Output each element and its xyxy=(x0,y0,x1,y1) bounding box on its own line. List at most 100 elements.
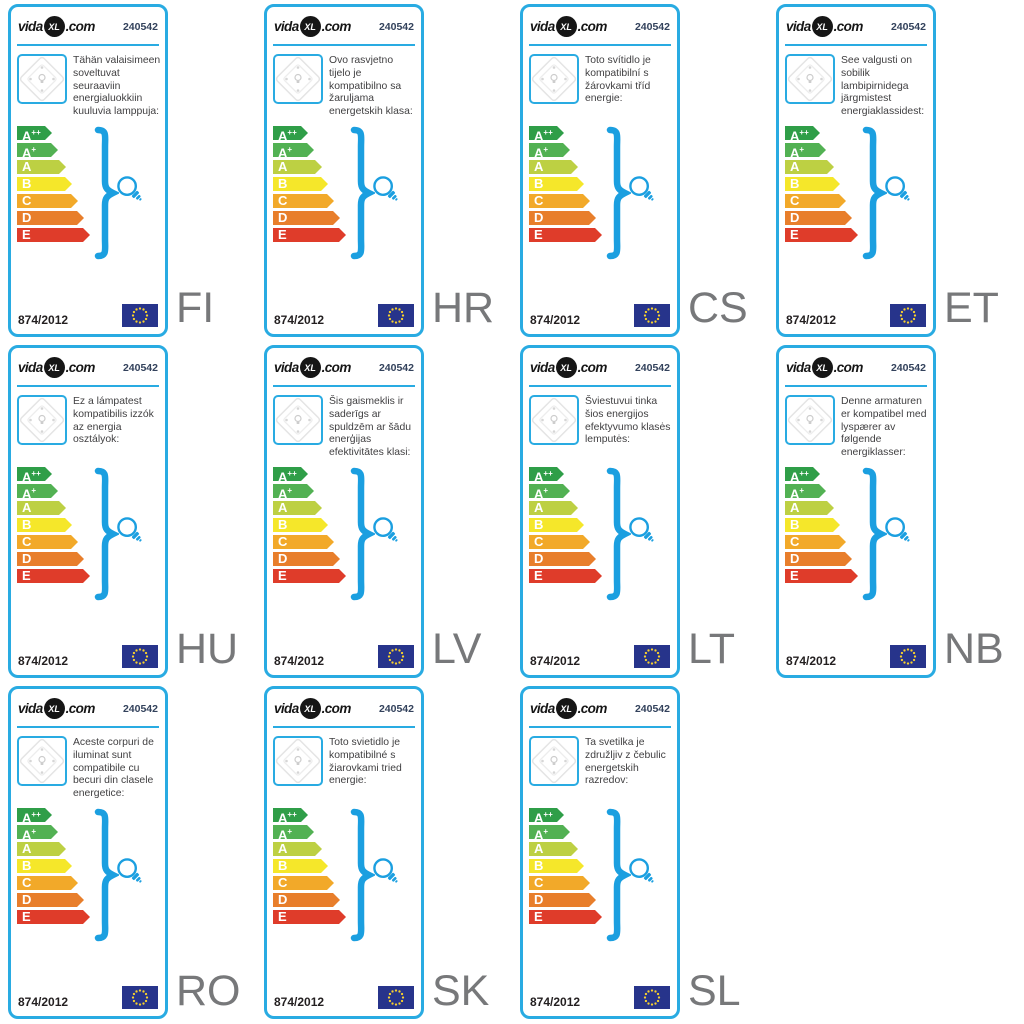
energy-class-plus: ++ xyxy=(287,810,297,819)
label-cell: vida XL .com 240542 xyxy=(256,341,512,682)
energy-arrows: A++ A+ A B C D E xyxy=(785,467,933,601)
compatibility-description: Ovo rasvjetno tijelo je kompatibilno sa … xyxy=(329,55,413,118)
energy-class-arrow-c: C xyxy=(785,535,846,549)
brand-monogram-circle-icon: XL xyxy=(299,16,321,37)
energy-class-arrow-c: C xyxy=(529,194,590,208)
brand-monogram-circle-icon: XL xyxy=(299,698,321,719)
card-footer: 874/2012 xyxy=(779,304,933,334)
energy-class-letter: E xyxy=(22,909,31,924)
energy-class-arrow-b: B xyxy=(17,518,72,532)
energy-class-plus: ++ xyxy=(543,128,553,137)
brand-monogram-circle-icon: XL xyxy=(555,357,577,378)
header-divider xyxy=(17,385,159,387)
brand-monogram-circle-icon: XL xyxy=(811,357,833,378)
product-number: 240542 xyxy=(890,20,926,33)
vidaxl-logo: vida XL .com xyxy=(786,16,863,37)
compatibility-description: Toto svietidlo je kompatibilné s žiarovk… xyxy=(329,737,402,787)
eu-flag-icon xyxy=(378,986,414,1009)
spacer xyxy=(523,942,677,986)
energy-class-letter: D xyxy=(22,892,32,907)
lamp-pictogram-icon xyxy=(529,54,579,104)
card-header: vida XL .com 240542 xyxy=(523,689,677,726)
energy-label-card: vida XL .com 240542 xyxy=(264,345,424,678)
header-divider xyxy=(273,385,415,387)
header-divider xyxy=(273,44,415,46)
energy-class-arrow-app: A++ xyxy=(17,467,52,481)
product-number: 240542 xyxy=(634,20,670,33)
lamp-pictogram-icon xyxy=(785,54,835,104)
energy-class-letter: A xyxy=(278,827,288,843)
bulb-icon xyxy=(373,517,398,542)
logo-suffix-text: .com xyxy=(833,360,864,375)
vidaxl-logo: vida XL .com xyxy=(274,16,351,37)
energy-class-arrow-a: A xyxy=(529,842,578,856)
label-cell: vida XL .com 240542 xyxy=(0,0,256,341)
product-number: 240542 xyxy=(890,361,926,374)
card-header: vida XL .com 240542 xyxy=(523,7,677,44)
brace-glyph xyxy=(94,126,119,260)
regulation-number: 874/2012 xyxy=(786,313,837,327)
bulb-icon xyxy=(629,517,654,542)
logo-suffix-text: .com xyxy=(65,360,96,375)
energy-class-arrow-app: A++ xyxy=(529,808,564,822)
product-number: 240542 xyxy=(122,20,158,33)
card-header: vida XL .com 240542 xyxy=(779,348,933,385)
bulb-icon xyxy=(373,176,398,201)
energy-class-plus: ++ xyxy=(287,128,297,137)
language-code: SK xyxy=(432,967,490,1015)
brand-monogram-circle-icon: XL xyxy=(43,357,65,378)
energy-class-arrow-ap: A+ xyxy=(529,825,570,839)
energy-class-arrow-a: A xyxy=(17,501,66,515)
energy-class-letter: D xyxy=(534,892,544,907)
vidaxl-logo: vida XL .com xyxy=(274,698,351,719)
vidaxl-logo: vida XL .com xyxy=(18,357,95,378)
logo-prefix-text: vida xyxy=(274,701,299,716)
card-header: vida XL .com 240542 xyxy=(11,689,165,726)
energy-class-arrow-d: D xyxy=(529,211,596,225)
logo-suffix-text: .com xyxy=(577,19,608,34)
energy-class-arrow-app: A++ xyxy=(529,467,564,481)
energy-class-letter: A xyxy=(278,500,288,515)
energy-class-arrow-d: D xyxy=(17,211,84,225)
card-footer: 874/2012 xyxy=(267,645,421,675)
energy-class-arrow-c: C xyxy=(17,535,78,549)
energy-class-letter: C xyxy=(534,193,544,208)
energy-class-letter: A xyxy=(790,145,800,161)
energy-class-arrow-ap: A+ xyxy=(785,143,826,157)
eu-flag-icon xyxy=(122,304,158,327)
info-section: Tähän valaisimeen soveltuvat seuraaviin … xyxy=(11,46,165,117)
card-footer: 874/2012 xyxy=(523,645,677,675)
lamp-pictogram-icon xyxy=(529,395,579,445)
energy-class-plus: + xyxy=(543,486,549,495)
language-code: ET xyxy=(944,284,999,332)
energy-class-arrow-ap: A+ xyxy=(17,143,58,157)
energy-class-arrow-d: D xyxy=(17,552,84,566)
energy-class-arrow-app: A++ xyxy=(785,126,820,140)
language-code: RO xyxy=(176,967,241,1015)
energy-class-letter: A xyxy=(22,145,32,161)
vidaxl-logo: vida XL .com xyxy=(530,698,607,719)
energy-arrows: A++ A+ A B C D E xyxy=(17,467,165,601)
brace-glyph xyxy=(606,467,631,601)
energy-class-arrow-c: C xyxy=(273,535,334,549)
energy-class-arrow-ap: A+ xyxy=(17,825,58,839)
regulation-number: 874/2012 xyxy=(18,313,69,327)
energy-arrows: A++ A+ A B C D E xyxy=(273,467,421,601)
energy-class-plus: ++ xyxy=(799,128,809,137)
compatibility-description: Šis gaismeklis ir saderīgs ar spuldzēm a… xyxy=(329,396,412,459)
info-section: Ovo rasvjetno tijelo je kompatibilno sa … xyxy=(267,46,421,118)
bulb-icon xyxy=(117,176,142,201)
energy-arrows: A++ A+ A B C D E xyxy=(273,126,421,260)
spacer xyxy=(267,260,421,304)
energy-class-letter: A xyxy=(534,500,544,515)
spacer xyxy=(779,260,933,304)
card-footer: 874/2012 xyxy=(523,986,677,1016)
energy-class-letter: A xyxy=(22,486,32,502)
logo-prefix-text: vida xyxy=(530,19,555,34)
language-code: NB xyxy=(944,625,1004,673)
energy-arrows: A++ A+ A B C D E xyxy=(529,467,677,601)
logo-prefix-text: vida xyxy=(530,360,555,375)
card-footer: 874/2012 xyxy=(11,645,165,675)
label-cell: vida XL .com 240542 xyxy=(0,341,256,682)
